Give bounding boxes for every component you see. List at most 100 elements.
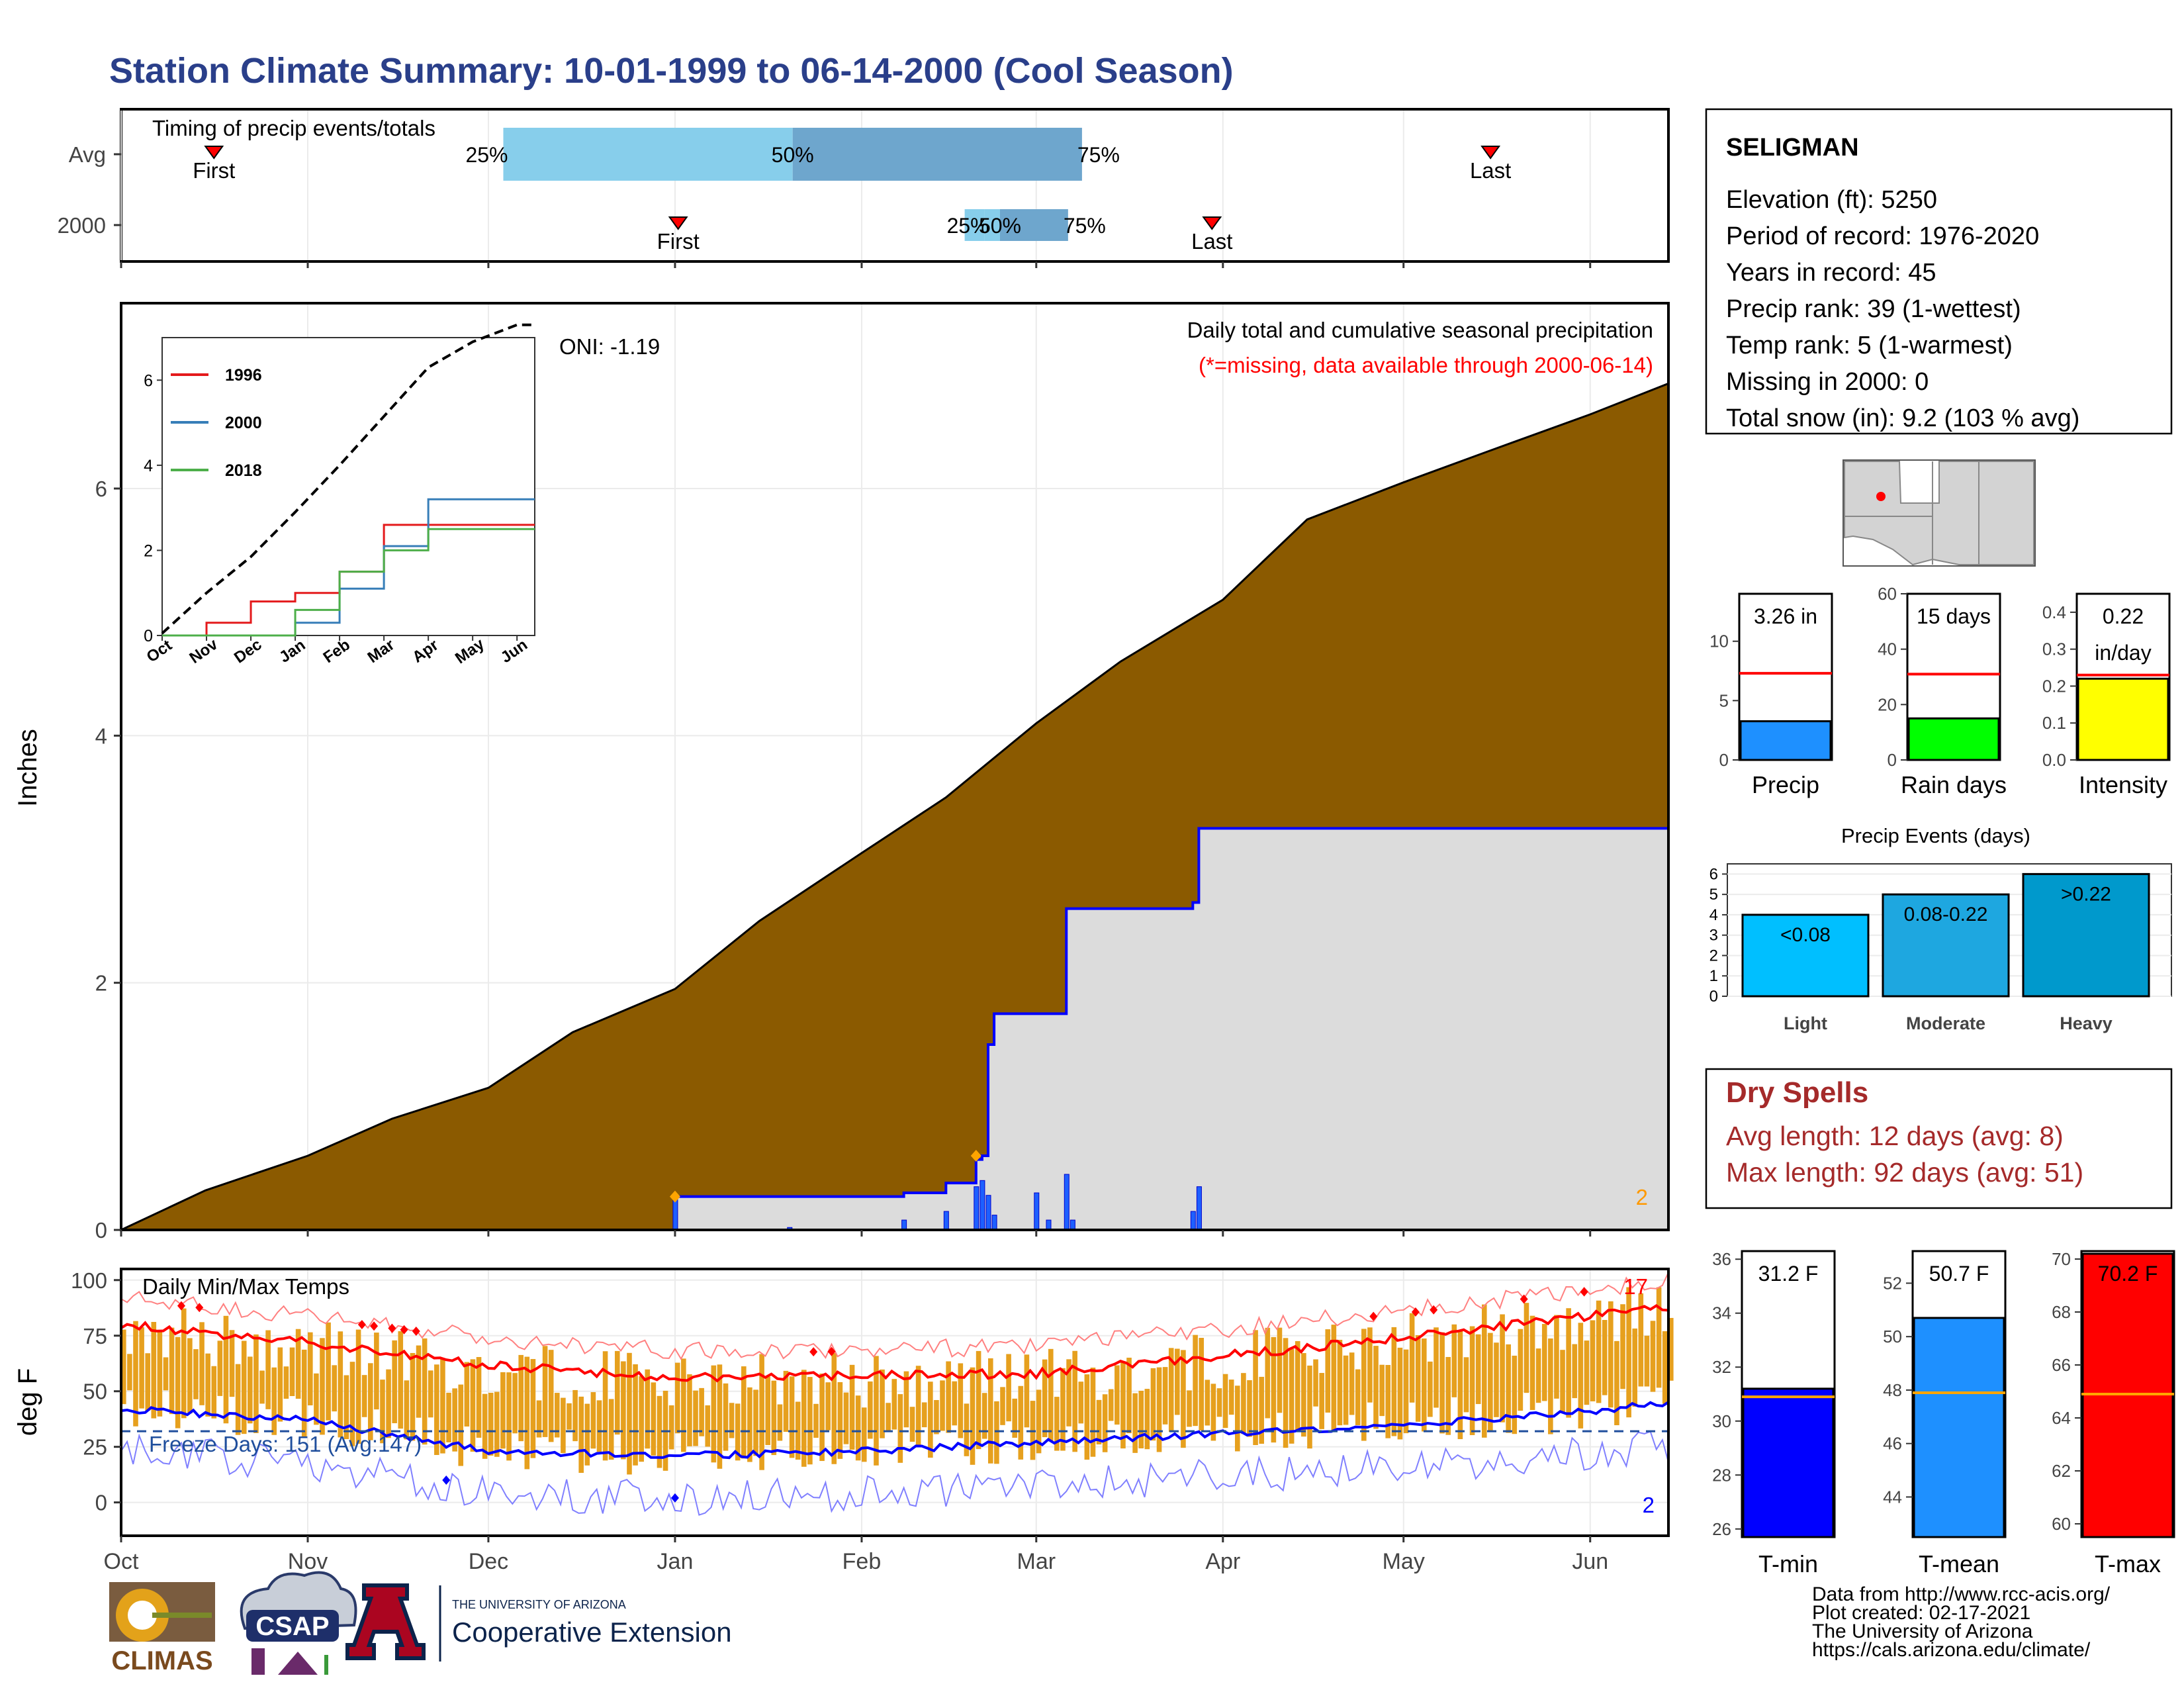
daily-temp-range-bar: [705, 1405, 711, 1447]
daily-temp-range-bar: [367, 1363, 373, 1440]
daily-temp-range-bar: [819, 1373, 825, 1462]
daily-temp-range-bar: [1078, 1382, 1084, 1424]
daily-temp-range-bar: [1391, 1327, 1397, 1436]
daily-temp-range-bar: [946, 1361, 951, 1433]
daily-precip-bar: [901, 1219, 907, 1231]
station-location-dot: [1876, 492, 1886, 501]
station-info-box: SELIGMAN Elevation (ft): 5250 Period of …: [1705, 108, 2173, 435]
daily-temp-range-bar: [1385, 1365, 1391, 1438]
month-tick-label: Jun: [1572, 1549, 1608, 1574]
daily-temp-range-bar: [843, 1392, 849, 1444]
inset-series-line: [162, 528, 535, 637]
daily-temp-range-bar: [831, 1353, 837, 1464]
record-high-marker: [1411, 1307, 1420, 1317]
daily-temp-range-bar: [1234, 1385, 1240, 1452]
daily-temp-range-bar: [1602, 1319, 1608, 1395]
daily-temp-range-bar: [332, 1365, 338, 1412]
precip-y-axis: 0 2 4 6: [95, 477, 1592, 1243]
ua-small-text: THE UNIVERSITY OF ARIZONA: [452, 1598, 626, 1611]
dry-spells-max: Max length: 92 days (avg: 51): [1726, 1157, 2083, 1188]
daily-temp-range-bar: [1554, 1315, 1559, 1399]
mini-bar-tick-label: 60: [1878, 584, 1897, 604]
daily-temp-range-bar: [1373, 1346, 1379, 1429]
daily-temp-range-bar: [1403, 1349, 1409, 1434]
daily-temp-range-bar: [952, 1381, 958, 1426]
daily-temp-range-bar: [1590, 1320, 1596, 1401]
daily-temp-range-bar: [747, 1387, 752, 1462]
daily-temp-range-bar: [1187, 1390, 1192, 1427]
record-high-marker: [400, 1325, 408, 1335]
daily-temp-range-bar: [1156, 1367, 1162, 1452]
ua-big-text: Cooperative Extension: [452, 1617, 732, 1648]
daily-temp-range-bar: [1132, 1393, 1138, 1453]
daily-temp-range-bar: [981, 1393, 987, 1439]
season-cumulative-area: [121, 827, 1668, 1230]
month-tick-label: Apr: [1205, 1549, 1240, 1574]
daily-temp-range-bar: [1000, 1387, 1005, 1425]
daily-temp-range-bar: [1397, 1347, 1403, 1440]
daily-temp-range-bar: [801, 1370, 807, 1467]
daily-temp-range-bar: [674, 1362, 680, 1434]
daily-temp-range-bar: [645, 1369, 651, 1449]
daily-temp-range-bar: [1596, 1300, 1602, 1403]
temp-bar-label: T-min: [1758, 1550, 1818, 1577]
daily-precip-bar: [1190, 1211, 1196, 1231]
daily-precip-bar: [1046, 1219, 1052, 1231]
temp-bar-tick-label: 28: [1712, 1465, 1731, 1485]
daily-temp-range-bar: [482, 1393, 488, 1459]
month-tick-label: May: [1383, 1549, 1425, 1574]
temp-bar-value: [1742, 1387, 1835, 1538]
y-tick-label: 75: [83, 1324, 107, 1348]
y-tick-label: 100: [71, 1268, 107, 1293]
mini-bar-value: [2077, 677, 2169, 761]
daily-temp-range-bar: [1541, 1324, 1547, 1401]
daily-temp-range-bar: [314, 1373, 319, 1425]
precip-event-bar: [1882, 893, 2010, 998]
quartile-50-label: 50%: [979, 214, 1021, 238]
daily-temp-range-bar: [1415, 1335, 1421, 1422]
mini-bar-tick-label: 5: [1719, 690, 1729, 710]
daily-temp-range-bar: [891, 1379, 897, 1430]
events-tick-label: 1: [1709, 967, 1718, 985]
y-tick-label: 0: [95, 1491, 107, 1515]
daily-temp-range-bar: [1096, 1399, 1102, 1445]
footer-line: Data from http://www.rcc-acis.org/: [1812, 1583, 2111, 1605]
daily-temp-range-bar: [657, 1395, 662, 1468]
precip-event-range: <0.08: [1780, 924, 1831, 946]
daily-temp-range-bar: [392, 1340, 397, 1423]
month-x-axis: Oct Nov Dec Jan Feb Mar Apr May Jun: [104, 1536, 1608, 1574]
daily-temp-range-bar: [735, 1403, 741, 1461]
daily-temp-range-bar: [277, 1347, 283, 1422]
y-tick-label: 2: [95, 971, 107, 996]
daily-temp-range-bar: [343, 1375, 349, 1440]
daily-temp-range-bar: [1319, 1373, 1324, 1429]
temp-y-axis: 0 25 50 75 100: [71, 1268, 121, 1515]
quartile-band-upper: [792, 128, 1082, 181]
first-event-marker: [204, 146, 224, 160]
daily-temp-range-bar: [1247, 1380, 1252, 1437]
daily-temp-range-bar: [1632, 1328, 1638, 1407]
daily-temp-range-bar: [1090, 1368, 1096, 1457]
daily-temp-range-bar: [361, 1375, 367, 1417]
daily-temp-range-bar: [807, 1377, 813, 1465]
daily-temp-range-bar: [422, 1338, 428, 1445]
daily-temp-range-bar: [1518, 1329, 1524, 1411]
mini-bar-value-text: 0.22: [2103, 604, 2144, 628]
temp-min-count: 2: [1643, 1493, 1655, 1517]
timing-panel: Timing of precip events/totals 25% 50% 75%…: [58, 108, 1670, 268]
daily-temp-range-bar: [1054, 1397, 1060, 1451]
daily-temp-range-bar: [880, 1369, 885, 1438]
daily-temp-range-bar: [175, 1336, 181, 1429]
temp-bar-tick-label: 60: [2052, 1514, 2071, 1534]
station-line: Missing in 2000: 0: [1726, 368, 1929, 396]
daily-temp-range-bar: [248, 1356, 253, 1424]
daily-temp-range-bar: [1144, 1389, 1150, 1450]
station-line: Years in record: 45: [1726, 259, 1936, 287]
daily-temp-range-bar: [1042, 1359, 1048, 1438]
daily-temp-range-bar: [1379, 1364, 1385, 1417]
daily-temp-range-bar: [518, 1354, 524, 1442]
daily-temp-range-bar: [265, 1330, 271, 1409]
daily-precip-bar: [1034, 1192, 1040, 1231]
